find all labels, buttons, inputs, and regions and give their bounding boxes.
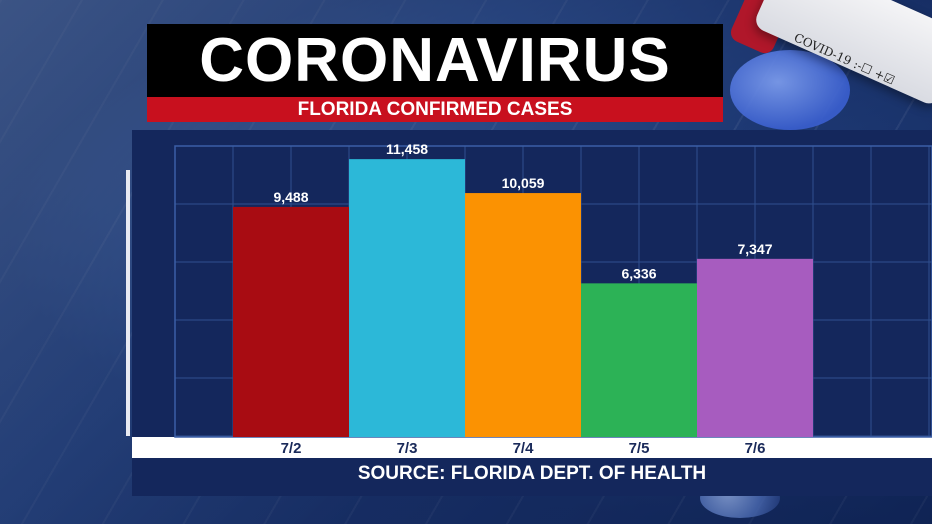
gloved-hand-image (730, 50, 850, 130)
subtitle-banner: FLORIDA CONFIRMED CASES (147, 97, 723, 122)
chart-x-ticks: 7/2 7/3 7/4 7/5 7/6 (281, 440, 766, 457)
source-caption: SOURCE: FLORIDA DEPT. OF HEALTH (357, 463, 707, 484)
bar-value-label: 7,347 (737, 241, 772, 257)
bar-value-label: 10,059 (502, 175, 545, 191)
x-tick-label: 7/5 (629, 440, 650, 457)
panel-edge-rail (126, 170, 130, 436)
chart-bars (233, 159, 813, 437)
bar-7-2 (233, 206, 349, 437)
bar-value-label: 11,458 (386, 141, 428, 157)
bar-7-4 (465, 193, 581, 437)
bar-value-label: 9,488 (273, 189, 308, 205)
x-tick-label: 7/4 (513, 440, 535, 457)
x-tick-label: 7/2 (281, 440, 302, 457)
bar-7-6 (697, 258, 813, 437)
title-banner: CORONAVIRUS (147, 24, 723, 97)
bar-7-5 (581, 283, 697, 437)
page-title: CORONAVIRUS (199, 26, 671, 95)
chart-data-labels: 9,488 11,458 10,059 6,336 7,347 (273, 141, 772, 281)
bar-7-3 (349, 159, 465, 437)
x-axis-band (132, 437, 932, 458)
x-tick-label: 7/6 (745, 440, 766, 457)
chart-subtitle: FLORIDA CONFIRMED CASES (297, 99, 573, 120)
x-tick-label: 7/3 (397, 440, 418, 457)
bar-value-label: 6,336 (621, 265, 656, 281)
